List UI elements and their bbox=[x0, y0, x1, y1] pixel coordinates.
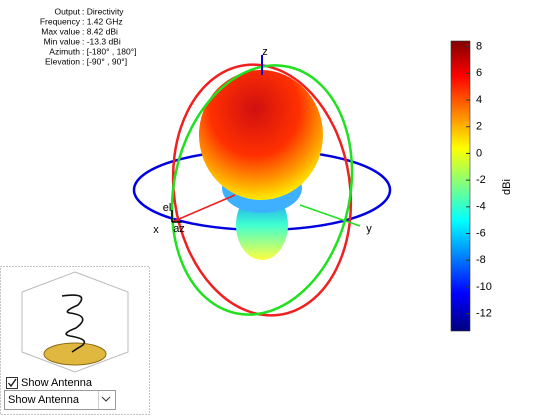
antenna-frame bbox=[21, 271, 129, 373]
y-axis bbox=[299, 204, 361, 227]
axis-label: y bbox=[366, 223, 372, 235]
colorbar-tick-label: -2 bbox=[476, 174, 486, 186]
info-value: : 1.42 GHz bbox=[82, 16, 123, 26]
colorbar-tick-label: 2 bbox=[476, 121, 482, 133]
axis-label: x bbox=[153, 224, 159, 236]
info-label: Frequency bbox=[40, 16, 81, 26]
info-label: Elevation bbox=[45, 56, 80, 66]
info-label: Output bbox=[54, 6, 80, 16]
colorbar-tick-label: 8 bbox=[476, 41, 482, 53]
dropdown[interactable] bbox=[4, 390, 116, 410]
colorbar-tick-label: -10 bbox=[476, 281, 492, 293]
checkbox-label[interactable]: Show Antenna bbox=[21, 377, 93, 389]
info-value: : 8.42 dBi bbox=[82, 26, 118, 36]
colorbar-tick-label: -4 bbox=[476, 201, 486, 213]
antenna-panel bbox=[0, 266, 150, 415]
colorbar bbox=[450, 40, 471, 332]
checkbox[interactable] bbox=[6, 377, 18, 389]
dropdown-value[interactable]: Show Antenna bbox=[8, 394, 80, 406]
info-value: : [-180° , 180°] bbox=[82, 46, 137, 56]
info-value: : [-90° , 90°] bbox=[82, 56, 127, 66]
helix bbox=[61, 294, 86, 353]
x-axis bbox=[171, 194, 236, 223]
info-value: : -13.3 dBi bbox=[82, 36, 121, 46]
colorbar-tick-label: 0 bbox=[476, 147, 482, 159]
elevation-ring bbox=[171, 63, 353, 317]
axis-label: el bbox=[163, 202, 172, 214]
axis-label: az bbox=[173, 223, 185, 235]
main-lobe bbox=[199, 70, 323, 200]
elevation-ring bbox=[170, 64, 354, 316]
colorbar-tick-label: 4 bbox=[476, 94, 482, 106]
info-label: Azimuth bbox=[49, 46, 80, 56]
dropdown-arrow bbox=[101, 396, 111, 402]
colorbar-label: dBi bbox=[501, 179, 513, 195]
axis-label: z bbox=[262, 46, 268, 58]
colorbar-tick-label: -12 bbox=[476, 308, 492, 320]
colorbar-tick-label: -6 bbox=[476, 227, 486, 239]
info-value: : Directivity bbox=[82, 6, 124, 16]
ground-plane bbox=[43, 342, 107, 366]
colorbar-tick-label: 6 bbox=[476, 67, 482, 79]
checkmark bbox=[8, 378, 17, 388]
colorbar-tick-label: -8 bbox=[476, 254, 486, 266]
info-label: Min value bbox=[44, 36, 81, 46]
info-label: Max value bbox=[41, 26, 80, 36]
